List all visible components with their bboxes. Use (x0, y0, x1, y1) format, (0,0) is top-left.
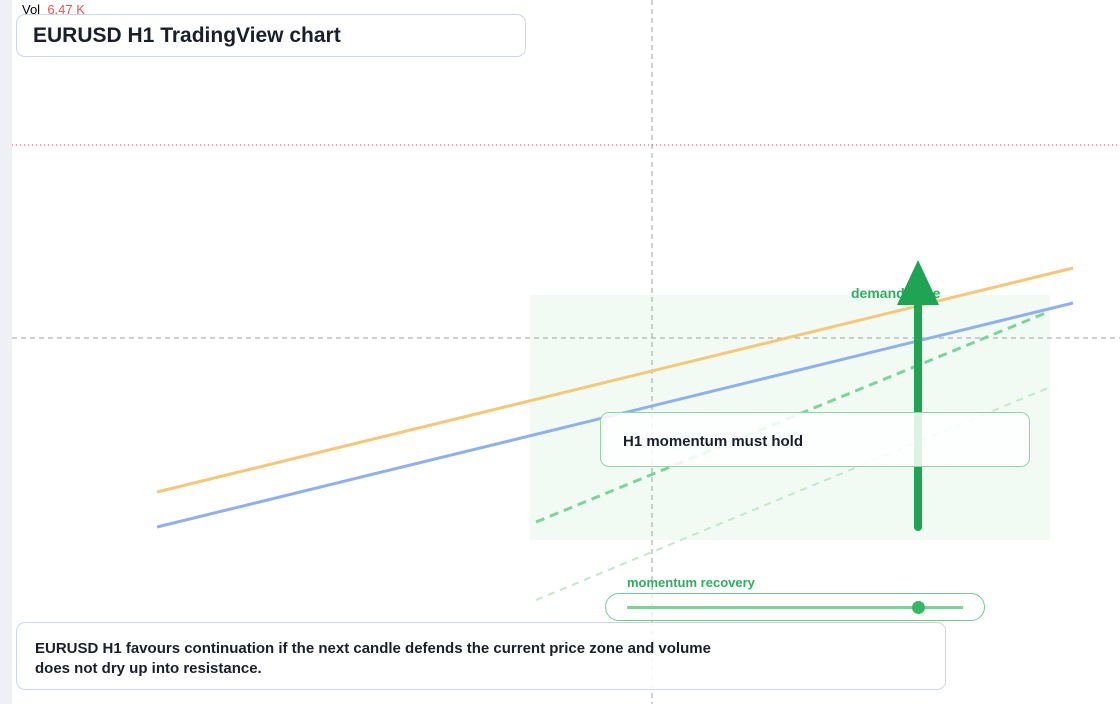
chart-title: EURUSD H1 TradingView chart (33, 24, 341, 47)
arrow-head (897, 260, 939, 305)
volume-value: 6.47 K (47, 2, 85, 17)
slider-knob[interactable] (912, 601, 925, 614)
volume-name: Vol (22, 2, 41, 17)
callout-box: H1 momentum must hold (600, 412, 1030, 467)
callout-text: H1 momentum must hold (623, 433, 804, 450)
volume-readout: Vol 6.47 K (22, 2, 85, 17)
slider-label: momentum recovery (627, 575, 755, 590)
note-text: EURUSD H1 favours continuation if the ne… (35, 640, 711, 677)
slider-track-box (605, 593, 985, 621)
left-strip (0, 0, 12, 704)
slider-track (627, 606, 963, 609)
note-box: EURUSD H1 favours continuation if the ne… (16, 622, 946, 690)
title-box: EURUSD H1 TradingView chart (16, 14, 526, 57)
